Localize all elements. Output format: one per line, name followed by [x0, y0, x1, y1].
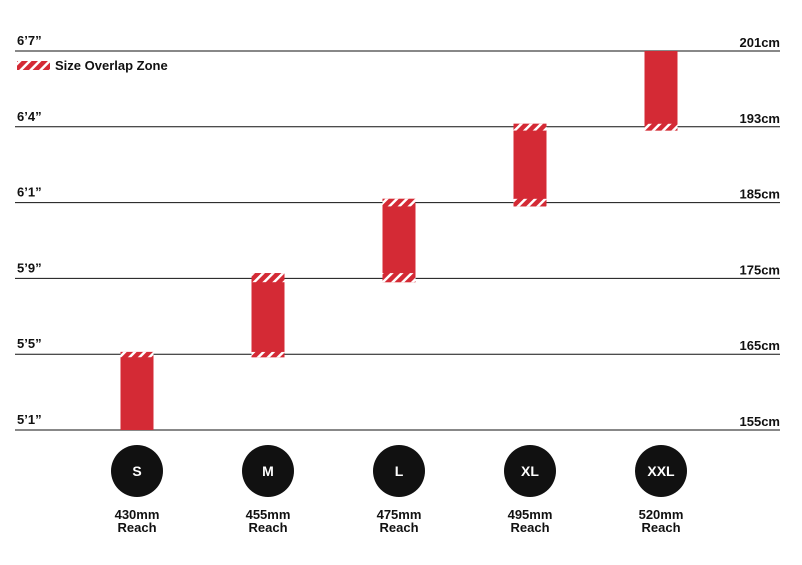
- y2-tick-label: 165cm: [740, 338, 780, 353]
- x-tick-label: XXL: [647, 463, 675, 479]
- reach-label: 520mm: [639, 507, 684, 522]
- y2-tick-label: 193cm: [740, 111, 780, 126]
- reach-label: 430mm: [115, 507, 160, 522]
- reach-label: 455mm: [246, 507, 291, 522]
- x-tick-label: M: [262, 463, 274, 479]
- reach-caption: Reach: [510, 520, 549, 535]
- y2-tick-label: 185cm: [740, 187, 780, 202]
- reach-caption: Reach: [379, 520, 418, 535]
- bar: [120, 351, 154, 430]
- y2-tick-label: 155cm: [740, 414, 780, 429]
- x-tick-label: L: [395, 463, 404, 479]
- overlap-zone: [644, 123, 678, 131]
- size-badge: [504, 445, 556, 497]
- size-badge: [111, 445, 163, 497]
- y2-tick-label: 175cm: [740, 262, 780, 277]
- overlap-zone: [513, 198, 547, 207]
- legend-label: Size Overlap Zone: [55, 58, 168, 73]
- reach-caption: Reach: [117, 520, 156, 535]
- overlap-zone: [120, 351, 154, 358]
- x-tick-label: XL: [521, 463, 539, 479]
- y-tick-label: 5’9”: [17, 260, 42, 275]
- overlap-zone: [251, 273, 285, 283]
- overlap-zone: [251, 351, 285, 358]
- x-tick-label: S: [132, 463, 141, 479]
- y-tick-label: 6’1”: [17, 185, 42, 200]
- reach-caption: Reach: [641, 520, 680, 535]
- y2-tick-label: 201cm: [740, 35, 780, 50]
- y-tick-label: 6’7”: [17, 33, 42, 48]
- y-tick-label: 6’4”: [17, 109, 42, 124]
- overlap-zone: [382, 273, 416, 283]
- legend-swatch: [17, 61, 50, 70]
- size-badge: [242, 445, 294, 497]
- y-tick-label: 5’5”: [17, 336, 42, 351]
- bar: [513, 123, 547, 207]
- bar: [251, 273, 285, 358]
- bar: [644, 51, 678, 131]
- overlap-zone: [382, 198, 416, 207]
- overlap-zone: [513, 123, 547, 131]
- y-tick-label: 5’1”: [17, 412, 42, 427]
- size-badge: [635, 445, 687, 497]
- bar: [382, 198, 416, 283]
- reach-caption: Reach: [248, 520, 287, 535]
- reach-label: 495mm: [508, 507, 553, 522]
- size-badge: [373, 445, 425, 497]
- reach-label: 475mm: [377, 507, 422, 522]
